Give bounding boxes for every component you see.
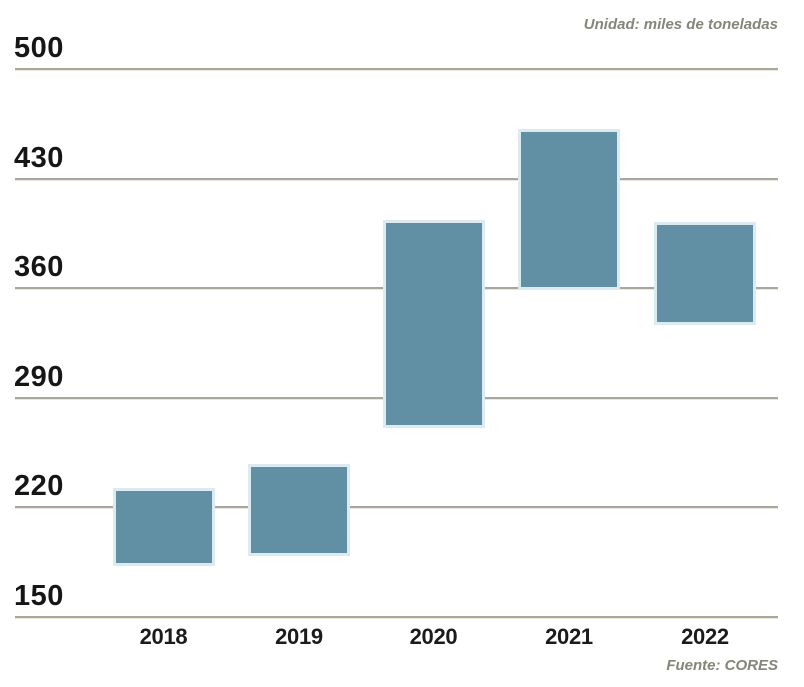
- range-bar-2022: [657, 225, 753, 322]
- range-bar-2021: [521, 132, 617, 287]
- unit-annotation: Unidad: miles de toneladas: [583, 16, 778, 33]
- range-bar-2020: [385, 223, 482, 425]
- gridline-430: [15, 178, 778, 181]
- x-tick-label-2018: 2018: [139, 624, 188, 649]
- y-tick-label-220: 220: [14, 470, 64, 502]
- gridline-500: [15, 68, 778, 71]
- y-tick-label-150: 150: [14, 580, 64, 612]
- x-tick-label-2020: 2020: [409, 624, 458, 649]
- source-annotation: Fuente: CORES: [666, 657, 778, 674]
- gridline-220: [15, 506, 778, 509]
- x-tick-label-2021: 2021: [545, 624, 593, 649]
- x-tick-label-2019: 2019: [275, 624, 323, 649]
- y-tick-label-500: 500: [14, 32, 64, 64]
- y-tick-label-290: 290: [14, 361, 64, 393]
- gridline-150: [15, 616, 778, 619]
- x-tick-label-2022: 2022: [681, 624, 729, 649]
- y-tick-label-430: 430: [14, 142, 64, 174]
- range-bar-2019: [251, 467, 347, 553]
- range-bar-2018: [115, 491, 212, 563]
- y-tick-label-360: 360: [14, 251, 64, 283]
